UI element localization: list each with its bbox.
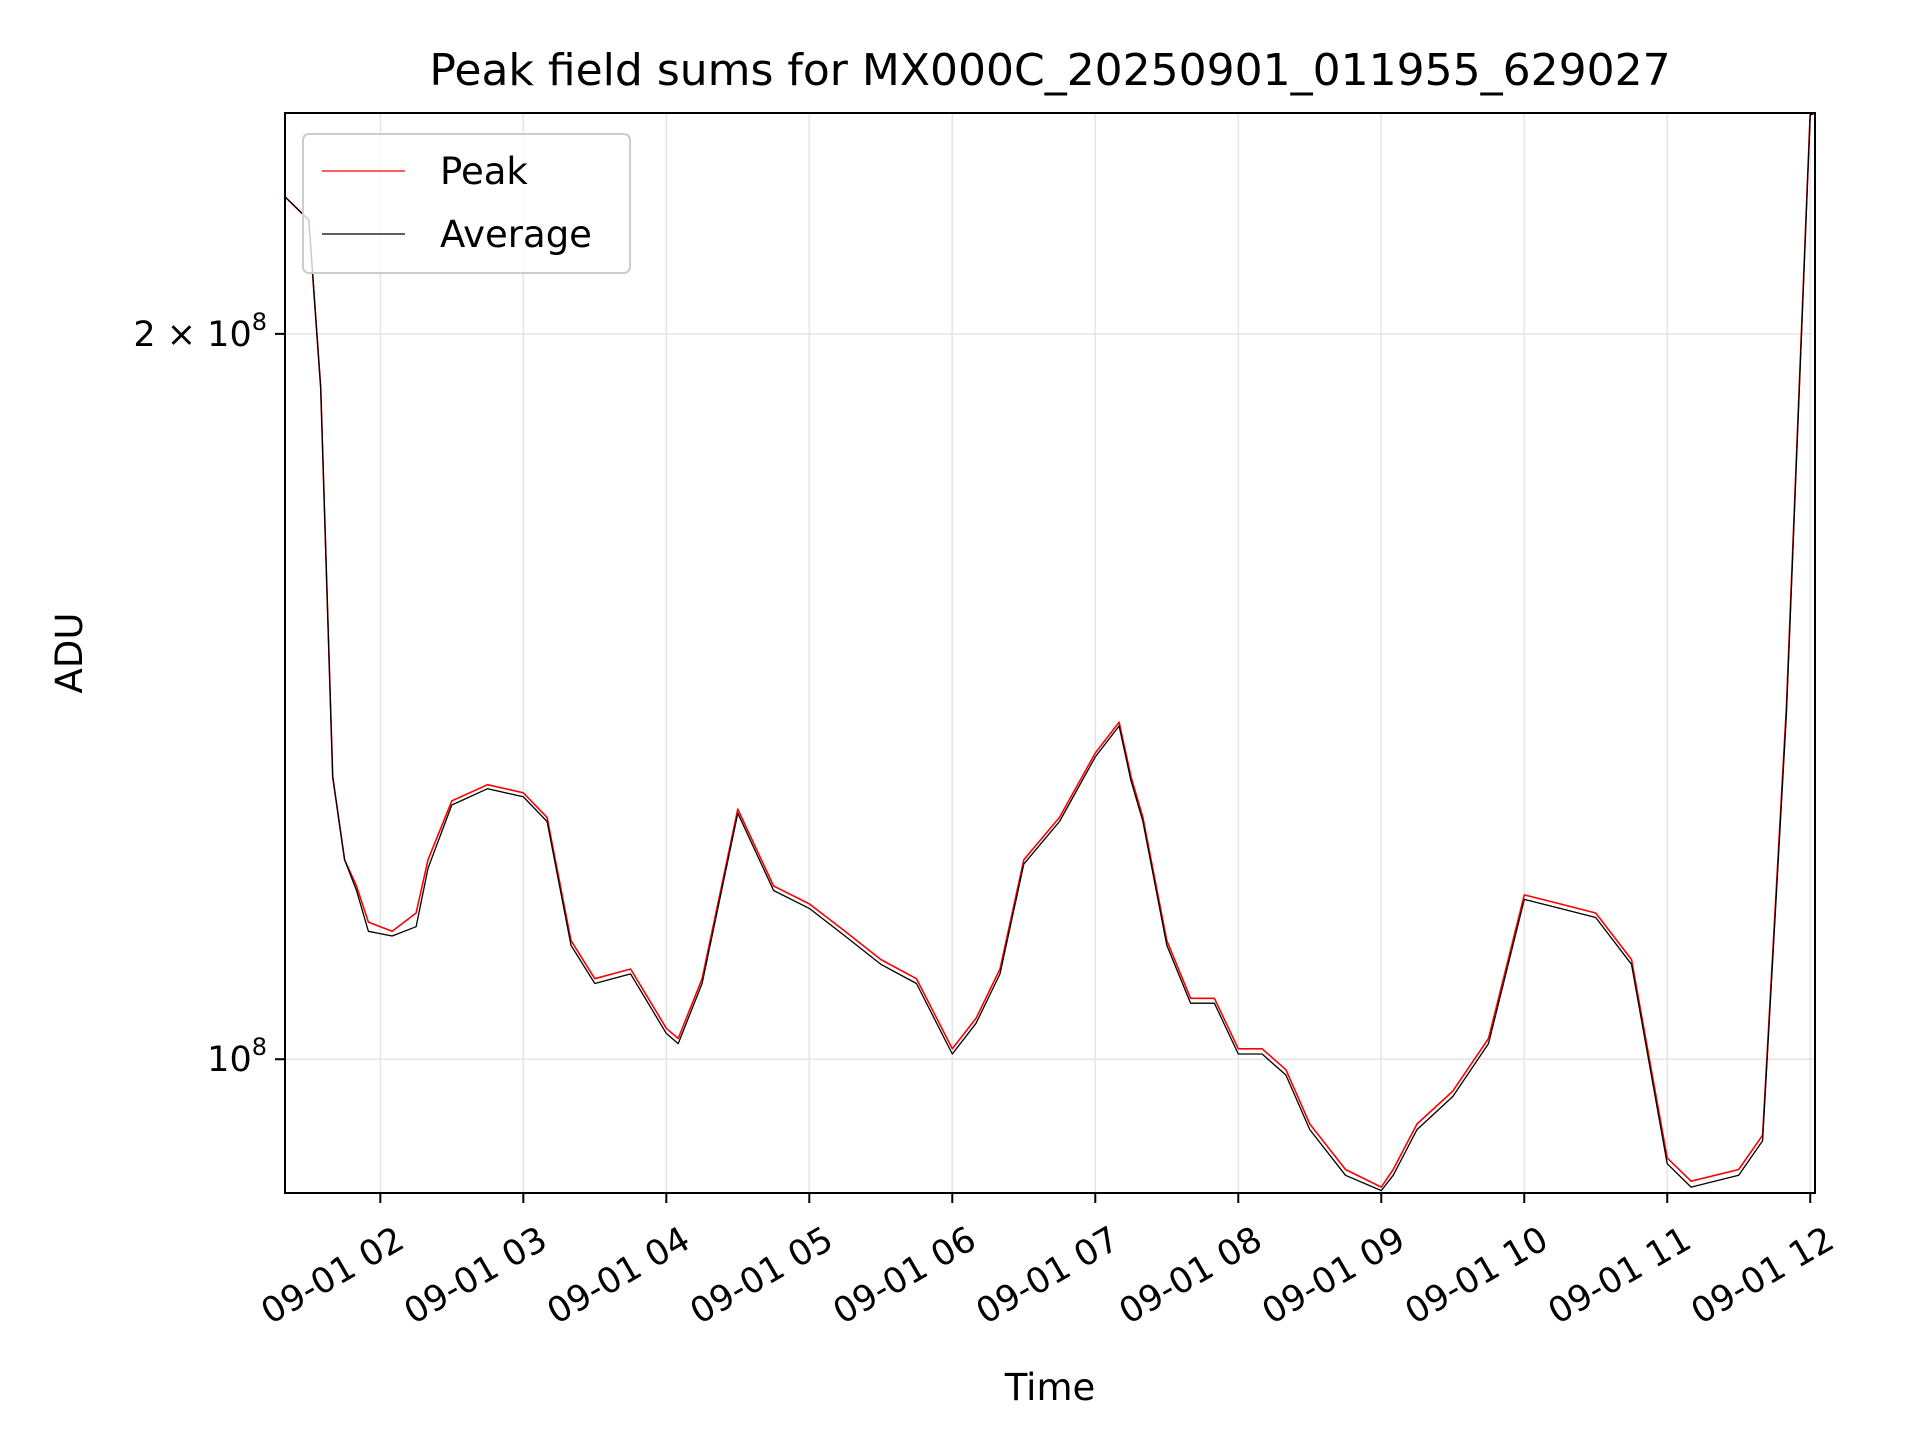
y-tick-exponent: 8 (252, 308, 267, 336)
grid (285, 113, 1815, 1193)
y-tick-label: 2 × 108 (133, 308, 267, 355)
y-tick-label: 108 (207, 1033, 267, 1080)
series-line-peak (284, 112, 1815, 1188)
legend-label-average: Average (440, 213, 592, 256)
legend: Peak Average (302, 133, 631, 274)
y-tick-exponent: 8 (252, 1033, 267, 1061)
legend-box (302, 133, 631, 274)
chart-title: Peak field sums for MX000C_20250901_0119… (429, 45, 1670, 96)
plot-frame (284, 112, 1816, 1194)
y-tick-mantissa: 10 (207, 1040, 252, 1080)
series-layer (284, 112, 1816, 1192)
legend-label-peak: Peak (440, 150, 528, 193)
x-axis-label: Time (1004, 1366, 1096, 1409)
y-tick-mantissa: 2 × 10 (133, 315, 251, 355)
y-axis-label: ADU (48, 613, 91, 694)
series-line-average (284, 112, 1816, 1192)
